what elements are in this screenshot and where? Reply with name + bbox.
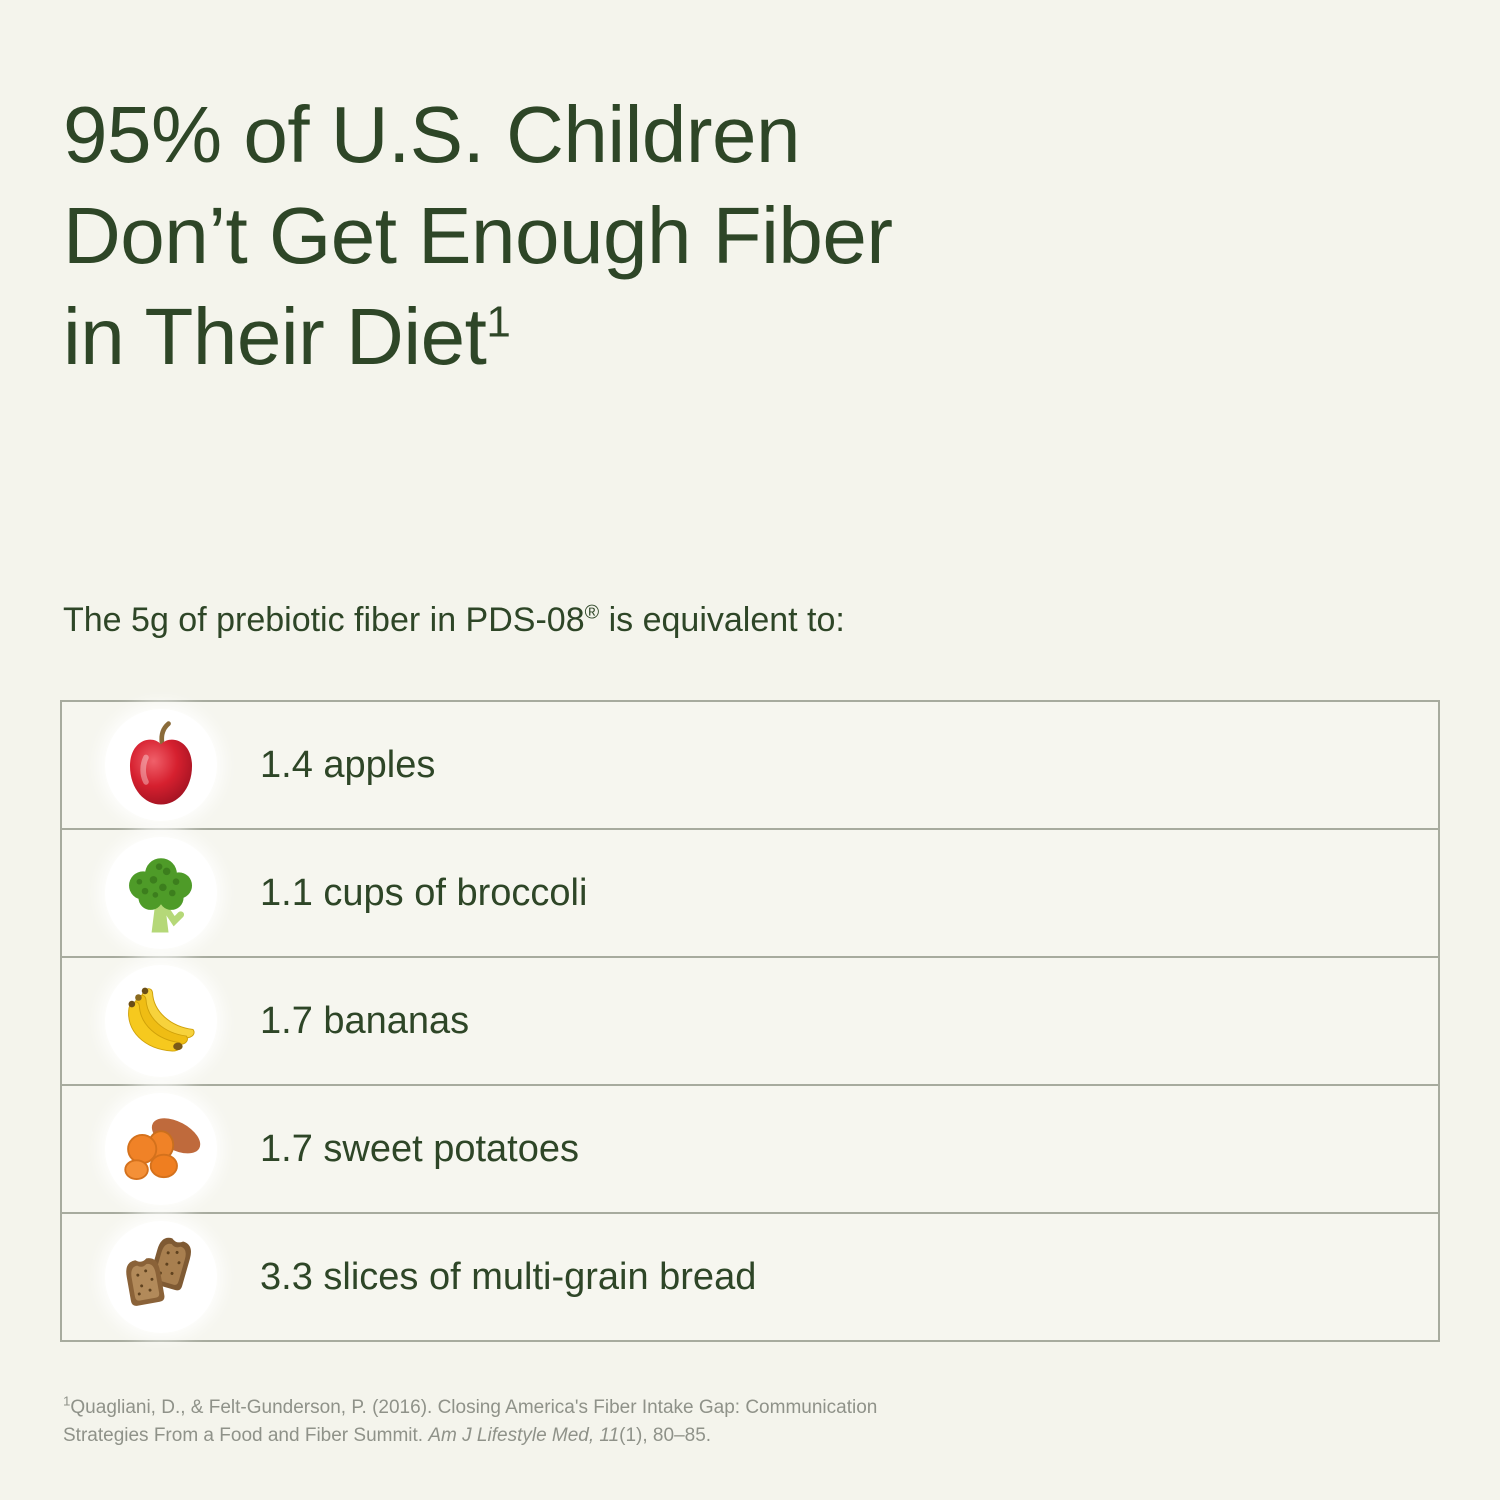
- table-row-apples: 1.4 apples: [62, 702, 1438, 828]
- sweet-potatoes-icon: [124, 1118, 201, 1181]
- equivalence-label: 1.4 apples: [260, 743, 436, 786]
- equivalence-label: 1.7 bananas: [260, 999, 470, 1042]
- footnote-line-2-end: (1), 80–85.: [619, 1425, 712, 1446]
- footnote-line-2: Strategies From a Food and Fiber Summit.…: [63, 1425, 711, 1446]
- equivalence-label: 1.1 cups of broccoli: [260, 871, 588, 914]
- heading-footnote-marker: 1: [486, 297, 511, 347]
- footnote-journal-italic: Am J Lifestyle Med, 11: [428, 1425, 620, 1446]
- page-title-line-3-text: in Their Diet: [63, 292, 487, 381]
- page-title: 95% of U.S. Children Don’t Get Enough Fi…: [63, 84, 893, 387]
- registered-trademark-symbol: ®: [584, 601, 600, 624]
- food-image-circle: [105, 965, 217, 1077]
- page-title-line-3: in Their Diet1: [63, 286, 892, 387]
- table-row-bananas: 1.7 bananas: [62, 956, 1438, 1084]
- food-image-circle: [105, 709, 217, 821]
- fiber-equivalence-table: 1.4 apples 1: [60, 700, 1440, 1342]
- footnote-line-1: 1Quagliani, D., & Felt-Gunderson, P. (20…: [63, 1393, 878, 1418]
- table-row-bread: 3.3 slices of multi-grain bread: [62, 1212, 1438, 1340]
- food-image-circle: [105, 1221, 217, 1333]
- food-image-circle: [105, 1093, 217, 1205]
- subheading: The 5g of prebiotic fiber in PDS-08® is …: [63, 598, 845, 642]
- subheading-prefix: The 5g of prebiotic fiber in PDS-08: [63, 601, 585, 639]
- page-title-line-2: Don’t Get Enough Fiber: [63, 191, 893, 280]
- page-title-line-1: 95% of U.S. Children: [63, 90, 801, 179]
- footnote-line-1-text: Quagliani, D., & Felt-Gunderson, P. (201…: [70, 1397, 878, 1418]
- broccoli-icon: [129, 858, 193, 933]
- food-image-circle: [105, 837, 217, 949]
- table-row-sweet-potatoes: 1.7 sweet potatoes: [62, 1084, 1438, 1212]
- bananas-icon: [128, 987, 195, 1052]
- footnote-line-2-text: Strategies From a Food and Fiber Summit.: [63, 1425, 429, 1446]
- equivalence-label: 3.3 slices of multi-grain bread: [260, 1255, 757, 1298]
- apple-icon: [129, 721, 193, 805]
- subheading-suffix: is equivalent to:: [599, 601, 845, 639]
- equivalence-label: 1.7 sweet potatoes: [260, 1127, 579, 1170]
- bread-icon: [126, 1237, 191, 1306]
- table-row-broccoli: 1.1 cups of broccoli: [62, 828, 1438, 956]
- footnote-marker: 1: [63, 1393, 71, 1409]
- citation-footnote: 1Quagliani, D., & Felt-Gunderson, P. (20…: [63, 1394, 877, 1450]
